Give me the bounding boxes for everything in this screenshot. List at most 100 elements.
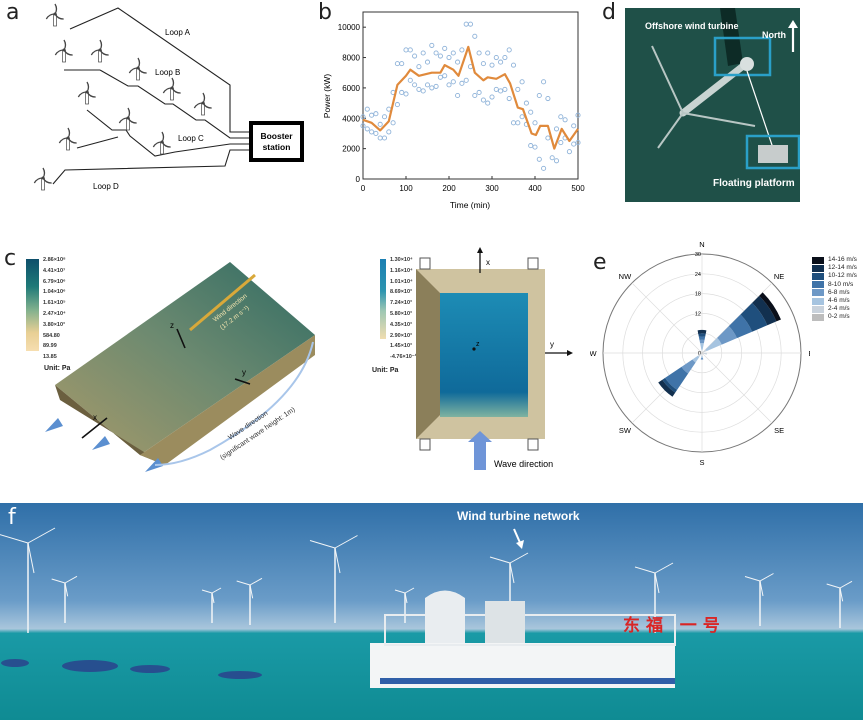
turbine-icon — [634, 562, 674, 633]
power-data-point — [416, 64, 422, 70]
turbine-icon — [51, 575, 78, 623]
network-label: Wind turbine network — [457, 509, 580, 523]
radial-tick-label: 24 — [695, 272, 701, 278]
power-data-point — [493, 86, 499, 92]
right-colorbar-labels: 1.30×10⁴ 1.16×10⁴ 1.01×10⁴ 8.69×10³ 7.24×10³… — [390, 255, 418, 363]
wind-rose-segment — [740, 302, 768, 332]
colorbar-tick-label: 1.30×10⁴ — [390, 257, 413, 263]
power-data-point — [399, 61, 405, 67]
y-tick-label: 2000 — [342, 145, 360, 154]
wind-turbine-icon — [33, 167, 52, 191]
legend-swatch — [812, 289, 824, 297]
wind-rose-segment — [700, 353, 702, 355]
radial-tick-label: 18 — [695, 292, 701, 298]
panel-label-a: a — [6, 0, 20, 25]
legend-label: 14-16 m/s — [828, 256, 857, 263]
turbine-nacelle — [679, 59, 751, 117]
y-arrowhead-icon — [567, 350, 573, 356]
wind-rose-segment — [697, 329, 707, 334]
power-data-point — [381, 135, 388, 141]
direction-label: SW — [619, 426, 632, 435]
power-data-point — [553, 126, 560, 132]
wind-turbine-icon — [45, 3, 64, 27]
power-data-point — [424, 59, 431, 65]
y-axis-arrow — [234, 378, 251, 385]
wind-rose-segment — [658, 379, 676, 397]
plot-frame — [362, 11, 579, 180]
platform-highlight-box — [745, 134, 800, 170]
wind-turbine-icon — [193, 92, 212, 116]
platform-left-bevel — [416, 269, 440, 439]
panel-label-d: d — [602, 0, 616, 25]
legend-item: 4-6 m/s — [812, 297, 857, 305]
x-axis-arrow — [81, 417, 108, 439]
wind-rose-segment — [759, 292, 781, 322]
right-unit-label: Unit: Pa — [372, 367, 399, 374]
power-data-point — [506, 47, 512, 53]
power-data-point — [480, 61, 486, 67]
legend-item: 8-10 m/s — [812, 281, 857, 289]
smoothed-power-line — [362, 45, 579, 150]
x-tick-label: 0 — [361, 184, 366, 193]
power-data-point — [523, 100, 529, 106]
power-data-point — [528, 109, 534, 115]
floating-platform-vessel — [370, 590, 676, 688]
power-data-point — [532, 120, 538, 126]
wind-turbine-icon — [54, 39, 73, 63]
turbine-icon — [744, 573, 774, 626]
wind-turbine-icon — [128, 57, 147, 81]
legend-swatch — [812, 281, 824, 289]
wind-arrow-icon — [189, 273, 256, 332]
power-data-point — [442, 45, 448, 51]
wind-turbine-icon — [118, 107, 137, 131]
power-data-point — [420, 50, 426, 56]
wind-rose-segment — [662, 377, 678, 393]
power-data-point — [480, 97, 486, 103]
power-data-point — [420, 88, 426, 94]
power-data-point — [549, 155, 555, 161]
power-data-point — [489, 62, 495, 68]
power-data-point — [437, 74, 443, 80]
power-data-point — [502, 54, 508, 61]
legend-item: 10-12 m/s — [812, 272, 857, 280]
radial-tick-label: 0 — [698, 351, 701, 357]
sea-photo-drawing — [0, 527, 853, 688]
turbine-tower-top — [740, 57, 754, 71]
power-data-point — [502, 86, 508, 92]
power-data-point — [437, 53, 443, 59]
wind-rose-segment — [717, 326, 737, 345]
colorbar-tick-label: 7.24×10³ — [390, 300, 412, 307]
power-data-point — [369, 112, 375, 118]
x-tick-label: 300 — [485, 184, 499, 193]
colorbar-tick-label: 89.99 — [43, 343, 57, 350]
wind-rose-segment — [701, 354, 703, 357]
power-data-point — [412, 82, 418, 88]
power-data-point — [472, 33, 478, 39]
power-data-point — [558, 140, 564, 146]
colorbar-tick-label: 2.90×10³ — [390, 332, 412, 339]
origin-point — [472, 347, 476, 351]
x-axis-label: x — [93, 413, 97, 422]
direction-label: NW — [619, 272, 632, 281]
power-data-point — [515, 86, 521, 92]
wind-rose-segment — [700, 343, 704, 350]
power-data-point — [381, 114, 388, 120]
platform-3d-stress-model: Wind direction (17.2 m s⁻¹) z y x Wave d… — [45, 262, 315, 472]
top-wave-label: Wave direction — [494, 459, 553, 469]
power-data-point — [476, 50, 482, 56]
booster-label-2: station — [263, 142, 291, 152]
sea-photo: 东福 一号 Wind turbine network — [0, 503, 863, 720]
wind-rose-segment — [700, 357, 704, 360]
power-data-point — [562, 117, 568, 123]
loop-c-label: Loop C — [178, 134, 204, 143]
legend-item: 6-8 m/s — [812, 289, 857, 297]
wind-turbine-icon — [77, 81, 96, 105]
power-data-point — [455, 92, 461, 99]
power-data-point — [407, 77, 413, 83]
power-data-point — [472, 92, 478, 99]
power-data-point — [467, 21, 474, 27]
wind-rose-segment — [702, 352, 704, 354]
down-arrow-icon — [513, 528, 524, 549]
power-data-point — [575, 140, 581, 146]
power-data-point — [412, 53, 418, 59]
